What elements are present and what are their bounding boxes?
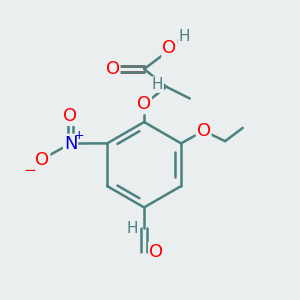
Text: O: O xyxy=(35,151,50,169)
Text: O: O xyxy=(63,107,78,125)
Text: O: O xyxy=(137,95,151,113)
Text: +: + xyxy=(74,129,84,142)
Text: O: O xyxy=(196,122,211,140)
Text: −: − xyxy=(23,163,36,178)
Text: N: N xyxy=(64,134,77,152)
Text: O: O xyxy=(149,243,163,261)
Text: O: O xyxy=(106,60,120,78)
Text: O: O xyxy=(162,39,176,57)
Text: H: H xyxy=(152,77,163,92)
Text: H: H xyxy=(127,220,138,236)
Text: H: H xyxy=(178,29,190,44)
